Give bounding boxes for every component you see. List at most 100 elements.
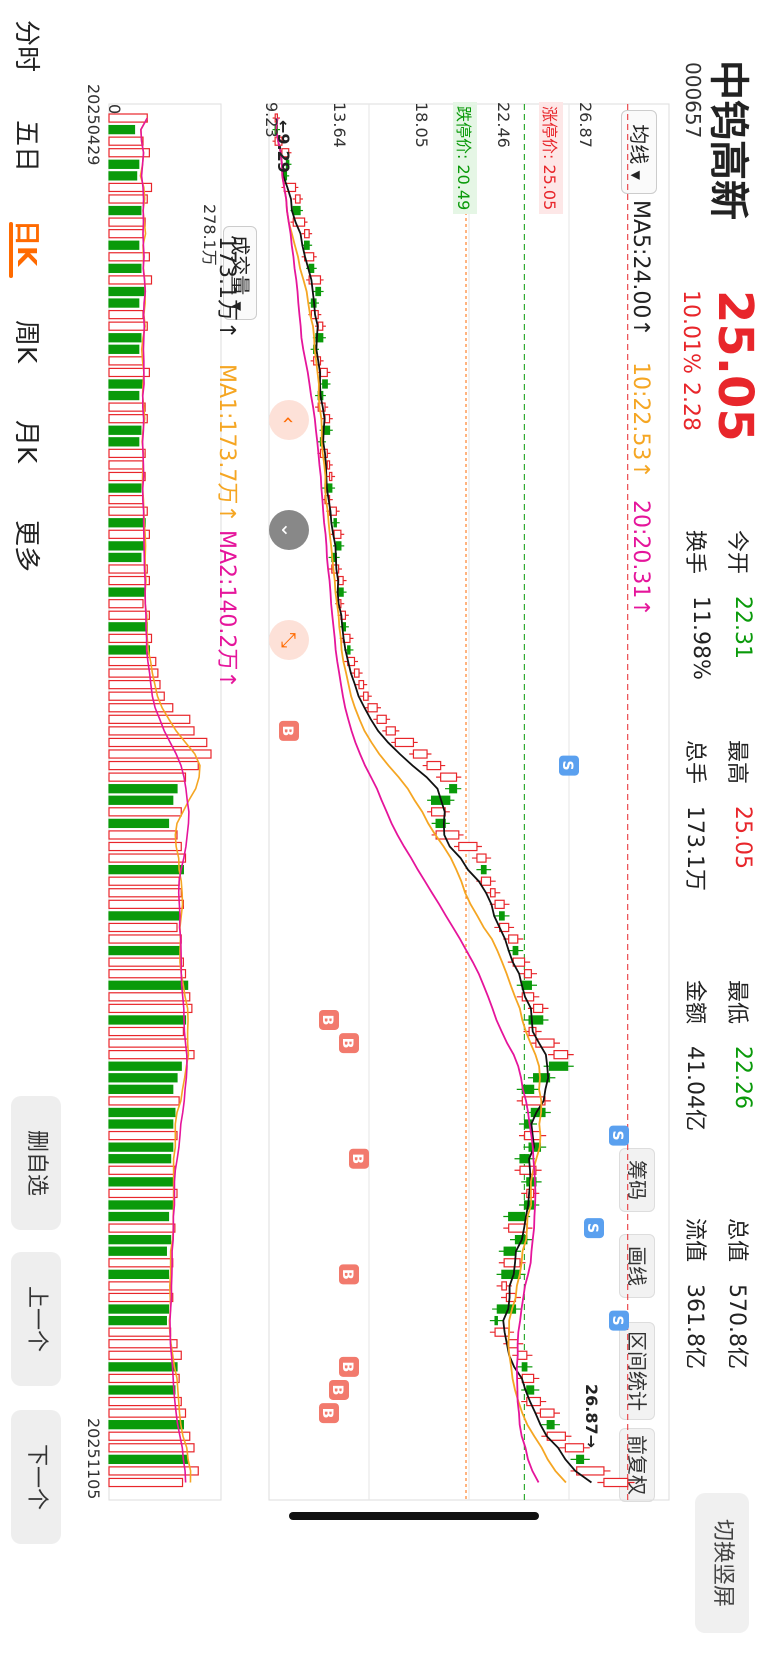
buy-marker: B	[339, 1356, 359, 1377]
candle-body	[548, 1061, 569, 1071]
volume-bar	[108, 113, 148, 123]
volume-bar	[108, 518, 146, 528]
volume-bar	[108, 1477, 184, 1488]
tab-more[interactable]: 更多	[11, 520, 41, 573]
volume-bar	[108, 656, 157, 667]
buy-marker: B	[339, 1033, 359, 1054]
candle-body	[426, 760, 442, 771]
volume-bar	[108, 471, 146, 482]
volume-bar	[108, 599, 144, 609]
buy-marker: B	[339, 1264, 359, 1285]
candle-body	[501, 1281, 508, 1291]
volume-bar	[108, 379, 144, 389]
volume-bar	[108, 1142, 174, 1152]
buy-marker-box	[319, 1009, 339, 1030]
volume-bar	[108, 136, 144, 146]
volume-bar	[108, 784, 178, 794]
y-tick: 13.64	[330, 102, 349, 148]
candle-body	[517, 1350, 528, 1360]
volume-bar	[108, 529, 150, 539]
volume-bar	[108, 1165, 176, 1175]
tab-five-day[interactable]: 五日	[11, 120, 41, 173]
candle-body	[499, 911, 505, 921]
volume-bar	[108, 876, 180, 886]
volume-bar	[108, 1258, 174, 1268]
next-stock-button[interactable]: 下一个	[11, 1410, 61, 1544]
buy-marker-box	[279, 720, 299, 741]
volume-bar	[108, 587, 146, 597]
buy-marker: B	[319, 1009, 339, 1030]
volume-bar	[108, 298, 140, 308]
vol-ma1-line	[139, 117, 201, 1483]
y-tick: 22.46	[494, 102, 513, 148]
candle-body	[322, 379, 328, 389]
buy-marker-text: B	[339, 1269, 355, 1280]
prev-arrow-icon[interactable]: ‹	[269, 400, 309, 440]
candle-body	[304, 240, 310, 250]
remove-watchlist-button[interactable]: 删自选	[11, 1096, 61, 1230]
candle-body	[519, 1154, 530, 1164]
volume-bar	[108, 1200, 174, 1210]
volume-bar	[108, 645, 150, 655]
volume-bar	[108, 1385, 176, 1395]
vol-zero-label: 0	[105, 104, 124, 115]
volume-bar	[108, 957, 184, 967]
candle-body	[435, 818, 446, 829]
prev-stock-button[interactable]: 上一个	[11, 1252, 61, 1386]
ma5-line	[275, 117, 592, 1484]
volume-bar	[108, 772, 187, 782]
candle-body	[512, 945, 519, 956]
sell-marker: S	[609, 1310, 629, 1331]
volume-bar	[108, 205, 142, 216]
volume-bar	[108, 1292, 174, 1303]
tab-month-k[interactable]: 月K	[11, 420, 41, 464]
volume-bar	[108, 159, 140, 169]
candle-body	[476, 853, 487, 863]
volume-bar	[108, 367, 150, 378]
buy-marker-box	[319, 1403, 339, 1424]
date-end: 20251105	[84, 1418, 103, 1500]
sell-marker-box	[559, 755, 579, 776]
candle-body	[458, 841, 478, 852]
candle-body	[338, 575, 344, 586]
candle-body	[523, 969, 532, 979]
candle-body	[553, 1050, 569, 1060]
sell-marker-box	[609, 1125, 629, 1146]
volume-bar	[108, 1177, 174, 1187]
candle-body	[533, 1073, 551, 1083]
candle-body	[480, 864, 487, 875]
shrink-icon[interactable]: ⤡	[269, 620, 309, 660]
tab-week-k[interactable]: 周K	[11, 320, 41, 364]
candle-body	[576, 1454, 585, 1465]
candle-body	[503, 1258, 521, 1268]
candle-body	[521, 1362, 528, 1372]
tab-minute[interactable]: 分时	[11, 20, 41, 73]
volume-bar	[108, 217, 146, 227]
volume-bar	[108, 124, 136, 135]
volume-bar	[108, 1408, 187, 1418]
volume-bar	[108, 148, 150, 158]
volume-bar	[108, 1269, 170, 1279]
y-tick: 18.05	[412, 102, 431, 148]
volume-bar	[108, 760, 199, 771]
collapse-icon[interactable]: ⌄	[269, 510, 309, 550]
candle-body	[546, 1420, 555, 1430]
volume-bar	[108, 448, 146, 459]
volume-bar	[108, 494, 144, 505]
volume-bar	[108, 714, 191, 724]
date-start: 20250429	[84, 84, 103, 166]
candle-body	[394, 737, 415, 748]
volume-bar	[108, 1235, 172, 1245]
tab-day-k[interactable]: 日K	[11, 220, 41, 267]
volume-bar	[108, 1327, 172, 1337]
candle-body	[603, 1477, 629, 1488]
volume-bar	[108, 1443, 195, 1453]
volume-bar	[108, 1038, 189, 1048]
volume-bar	[108, 703, 174, 713]
candle-body	[494, 899, 505, 909]
volume-bar	[108, 807, 182, 817]
buy-marker-box	[329, 1379, 349, 1400]
candle-body	[362, 691, 369, 701]
candle-body	[358, 679, 365, 690]
volume-bar	[108, 749, 212, 759]
